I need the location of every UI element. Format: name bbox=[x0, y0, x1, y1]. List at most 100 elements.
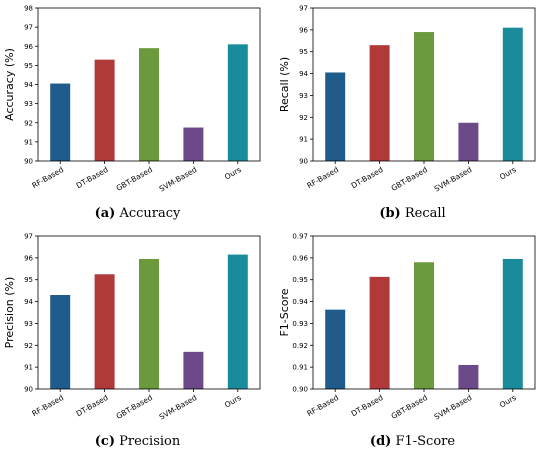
caption-text-b: Recall bbox=[404, 206, 446, 221]
y-tick-label: 97 bbox=[24, 24, 33, 32]
chart-precision: 90 91 92 93 94 95 96 97 RF-Based DT-Based GBT-Base… bbox=[3, 233, 261, 422]
caption-text-c: Precision bbox=[119, 434, 181, 449]
x-tick-label: GBT-Based bbox=[390, 165, 430, 193]
y-tick-label: 92 bbox=[24, 119, 33, 127]
y-tick-label: 96 bbox=[299, 26, 308, 34]
bar-gbt-based bbox=[414, 262, 434, 389]
x-tick-label: Ours bbox=[498, 393, 518, 410]
bar-dt-based bbox=[369, 276, 390, 389]
caption-text-d: F1-Score bbox=[395, 434, 456, 449]
caption-recall: (b) Recall bbox=[275, 206, 550, 221]
y-tick-label: 0.95 bbox=[292, 276, 308, 284]
caption-precision: (c) Precision bbox=[0, 434, 275, 449]
y-tick-label: 90 bbox=[24, 386, 33, 394]
x-tick-label: Ours bbox=[223, 165, 243, 182]
x-tick-label: RF-Based bbox=[305, 165, 340, 190]
chart-panel-accuracy: 90 91 92 93 94 95 96 97 98 RF-Based DT-Based GBT-Ba… bbox=[0, 0, 275, 228]
y-tick-label: 0.96 bbox=[292, 254, 308, 262]
y-tick-label: 98 bbox=[24, 5, 33, 13]
y-tick-label: 95 bbox=[24, 62, 33, 70]
y-tick-label: 91 bbox=[24, 364, 33, 372]
chart-panel-precision: 90 91 92 93 94 95 96 97 RF-Based DT-Based GBT-Base… bbox=[0, 228, 275, 455]
bar-rf-based bbox=[50, 83, 71, 161]
chart-recall: 90 91 92 93 94 95 96 97 RF-Based DT-Based GBT-Base… bbox=[278, 5, 536, 194]
y-tick-label: 95 bbox=[24, 276, 33, 284]
bar-ours bbox=[227, 254, 248, 389]
bar-gbt-based bbox=[139, 48, 159, 161]
y-tick-label: 92 bbox=[24, 342, 33, 350]
plot-area: 90 91 92 93 94 95 96 97 RF-Based DT-Based GBT-Base… bbox=[3, 233, 261, 422]
y-tick-label: 93 bbox=[299, 92, 308, 100]
x-tick-label: DT-Based bbox=[75, 165, 110, 190]
y-axis-label: F1-Score bbox=[278, 288, 291, 336]
y-tick-label: 0.90 bbox=[292, 386, 308, 394]
y-tick-label: 94 bbox=[299, 70, 308, 78]
chart-panel-recall: 90 91 92 93 94 95 96 97 RF-Based DT-Based GBT-Base… bbox=[275, 0, 550, 228]
x-tick-label: GBT-Based bbox=[115, 393, 155, 421]
y-tick-label: 97 bbox=[24, 233, 33, 241]
x-tick-label: DT-Based bbox=[350, 393, 385, 418]
bar-svm-based bbox=[458, 364, 479, 389]
y-tick-label: 90 bbox=[24, 158, 33, 166]
y-tick-label: 95 bbox=[299, 48, 308, 56]
y-tick-label: 94 bbox=[24, 81, 33, 89]
x-tick-label: SVM-Based bbox=[158, 165, 199, 194]
bar-dt-based bbox=[369, 45, 390, 161]
bar-ours bbox=[502, 27, 523, 162]
caption-text-a: Accuracy bbox=[119, 206, 181, 221]
x-tick-label: GBT-Based bbox=[115, 165, 155, 193]
caption-label-b: (b) bbox=[379, 206, 401, 221]
caption-label-a: (a) bbox=[94, 206, 116, 221]
x-tick-label: RF-Based bbox=[30, 165, 65, 190]
caption-f1: (d) F1-Score bbox=[275, 434, 550, 449]
chart-accuracy: 90 91 92 93 94 95 96 97 98 RF-Based DT-Based GBT-Ba… bbox=[3, 5, 261, 194]
bar-ours bbox=[227, 44, 248, 162]
y-tick-label: 93 bbox=[24, 100, 33, 108]
bar-rf-based bbox=[50, 295, 71, 389]
y-tick-label: 93 bbox=[24, 320, 33, 328]
x-tick-label: SVM-Based bbox=[433, 165, 474, 194]
caption-accuracy: (a) Accuracy bbox=[0, 206, 275, 221]
plot-area: 90 91 92 93 94 95 96 97 98 RF-Based DT-Based GBT-Ba… bbox=[3, 5, 261, 194]
bar-svm-based bbox=[183, 351, 204, 389]
y-tick-label: 92 bbox=[299, 114, 308, 122]
bar-svm-based bbox=[183, 127, 204, 161]
caption-label-c: (c) bbox=[94, 434, 115, 449]
x-tick-label: DT-Based bbox=[350, 165, 385, 190]
y-tick-label: 0.91 bbox=[292, 364, 308, 372]
bar-dt-based bbox=[94, 59, 115, 161]
bar-rf-based bbox=[325, 309, 346, 389]
y-tick-label: 0.92 bbox=[292, 342, 308, 350]
bar-rf-based bbox=[325, 72, 346, 161]
bar-gbt-based bbox=[414, 32, 434, 161]
x-tick-label: GBT-Based bbox=[390, 393, 430, 421]
x-tick-label: Ours bbox=[498, 165, 518, 182]
y-axis-label: Precision (%) bbox=[3, 277, 16, 349]
x-tick-label: Ours bbox=[223, 393, 243, 410]
y-tick-label: 91 bbox=[299, 136, 308, 144]
y-tick-label: 94 bbox=[24, 298, 33, 306]
bar-dt-based bbox=[94, 274, 115, 389]
bar-svm-based bbox=[458, 122, 479, 161]
y-tick-label: 96 bbox=[24, 254, 33, 262]
y-tick-label: 0.97 bbox=[292, 233, 308, 241]
x-tick-label: RF-Based bbox=[305, 393, 340, 418]
plot-area: 0.90 0.91 0.92 0.93 0.94 0.95 0.96 0.97 RF-Based… bbox=[278, 233, 536, 422]
x-tick-label: SVM-Based bbox=[433, 393, 474, 422]
x-tick-label: SVM-Based bbox=[158, 393, 199, 422]
bar-ours bbox=[502, 258, 523, 389]
y-tick-label: 90 bbox=[299, 158, 308, 166]
y-tick-label: 91 bbox=[24, 138, 33, 146]
plot-area: 90 91 92 93 94 95 96 97 RF-Based DT-Based GBT-Base… bbox=[278, 5, 536, 194]
y-tick-label: 0.94 bbox=[292, 298, 308, 306]
bar-gbt-based bbox=[139, 258, 159, 389]
chart-f1: 0.90 0.91 0.92 0.93 0.94 0.95 0.96 0.97 RF-Based… bbox=[278, 233, 536, 422]
y-tick-label: 96 bbox=[24, 43, 33, 51]
y-axis-label: Recall (%) bbox=[278, 57, 291, 112]
x-tick-label: RF-Based bbox=[30, 393, 65, 418]
caption-label-d: (d) bbox=[369, 434, 392, 449]
chart-panel-f1: 0.90 0.91 0.92 0.93 0.94 0.95 0.96 0.97 RF-Based… bbox=[275, 228, 550, 455]
y-axis-label: Accuracy (%) bbox=[3, 48, 16, 121]
x-tick-label: DT-Based bbox=[75, 393, 110, 418]
y-tick-label: 0.93 bbox=[292, 320, 308, 328]
